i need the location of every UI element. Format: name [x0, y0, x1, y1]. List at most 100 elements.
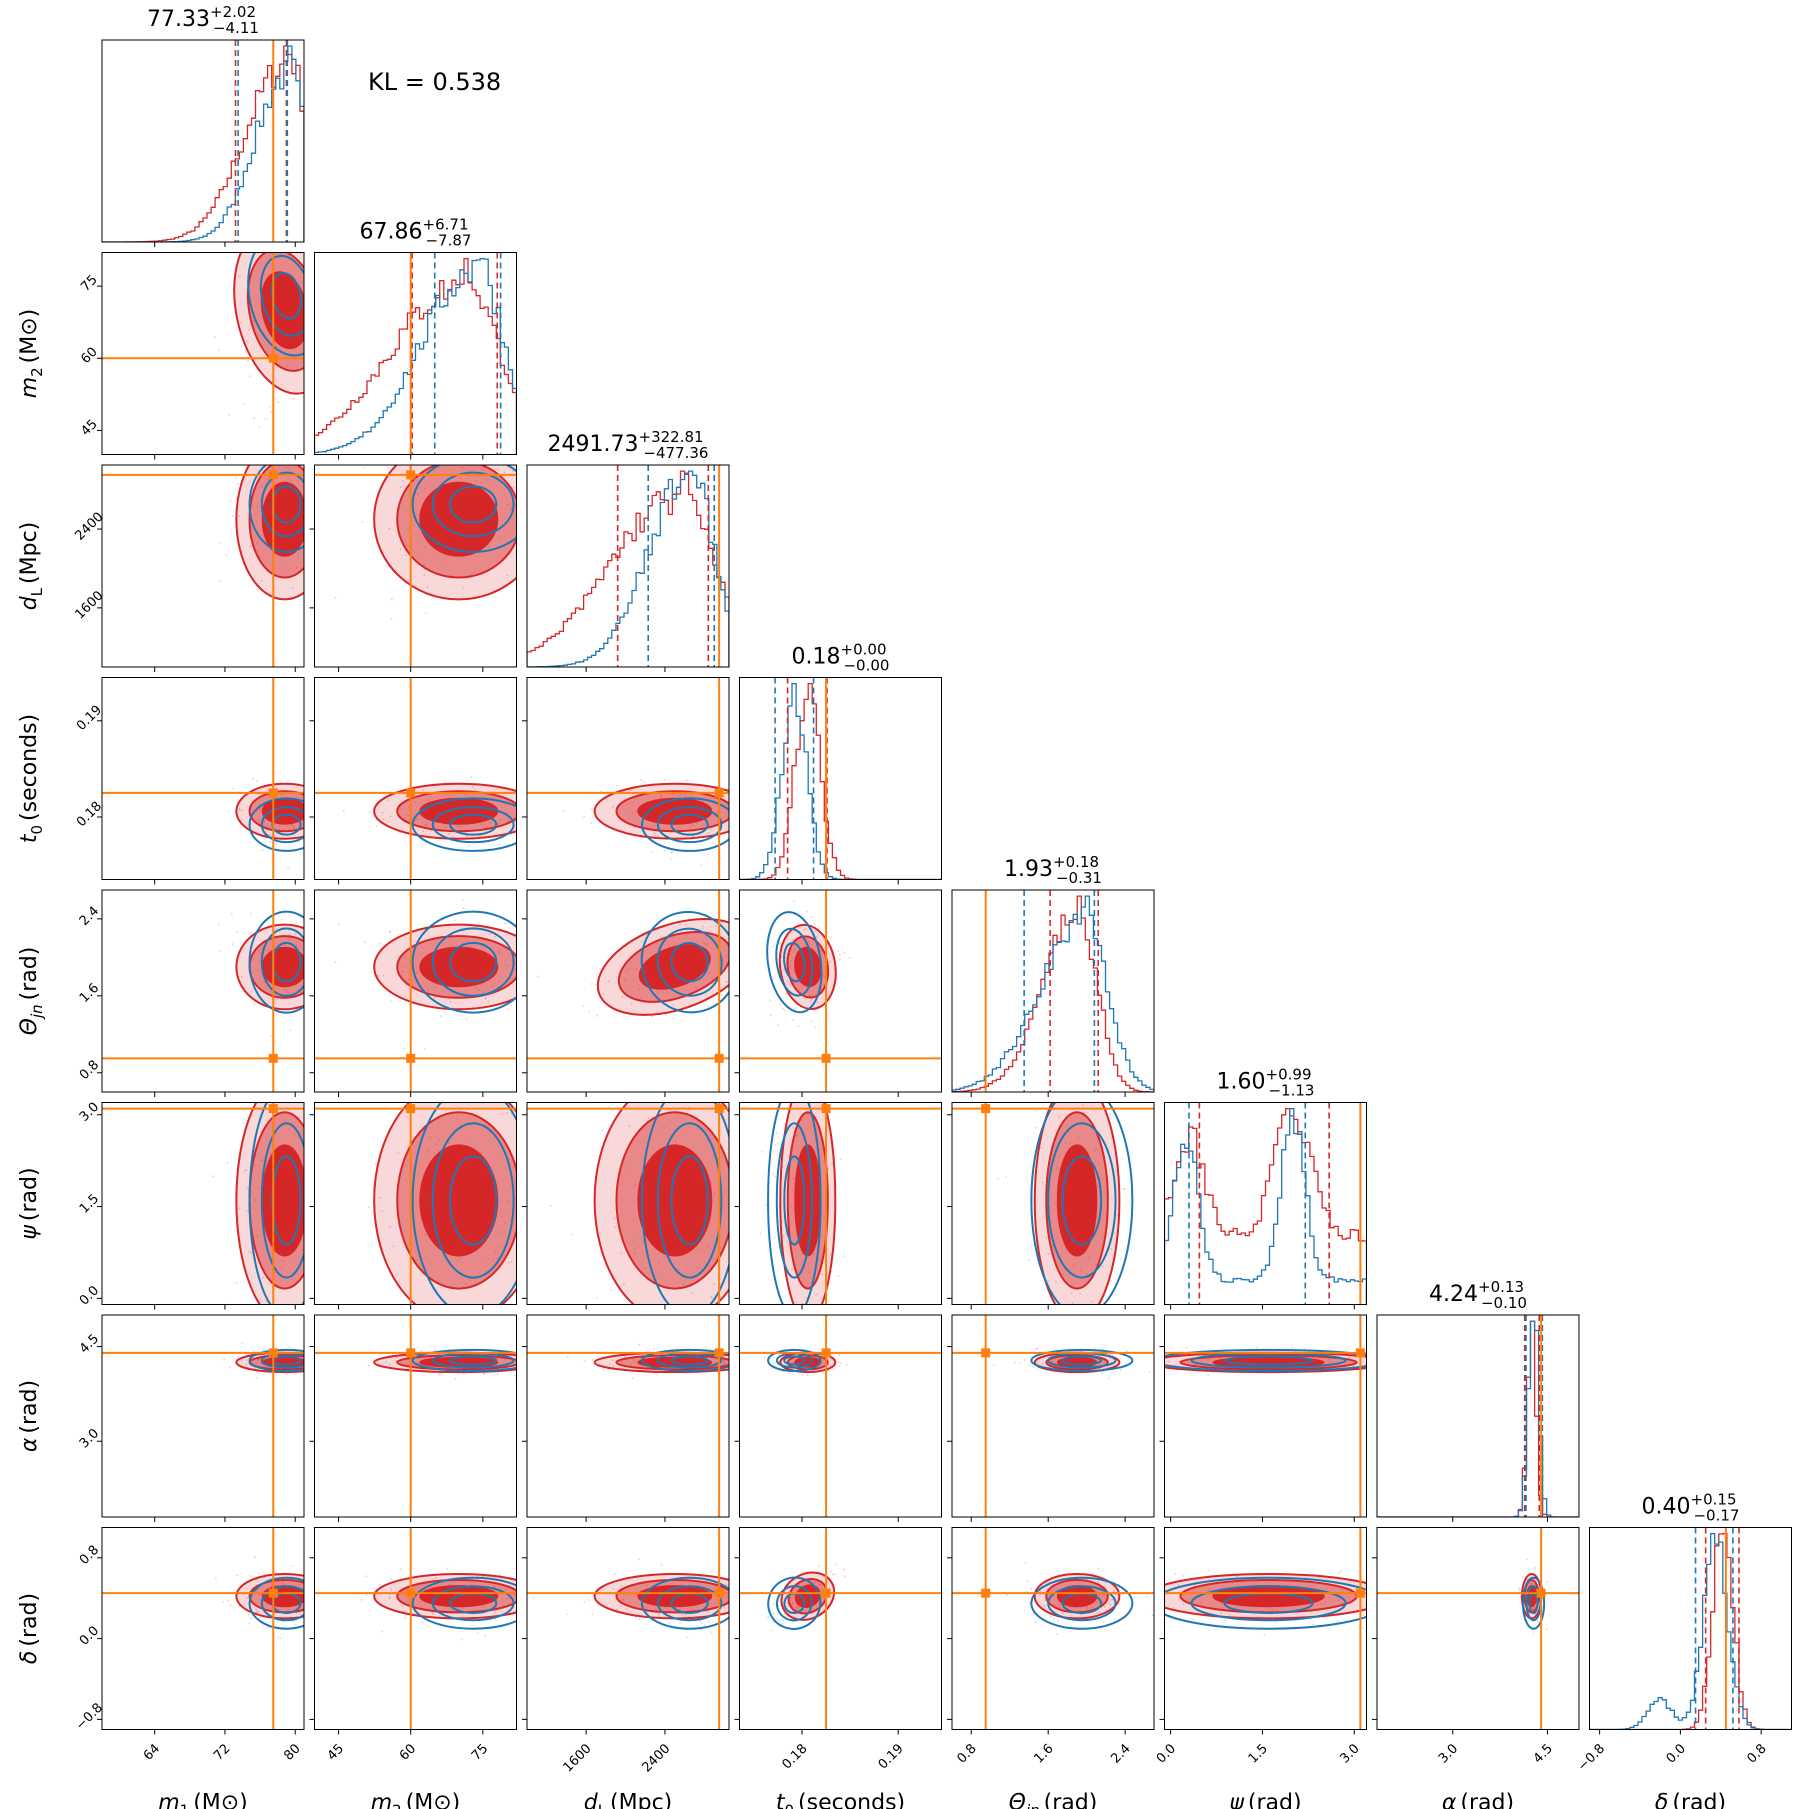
sample-point-b — [607, 980, 610, 983]
sample-point-b — [415, 965, 418, 968]
sample-point-b — [226, 1599, 229, 1602]
axis-unit: (rad) — [1460, 1791, 1514, 1809]
sample-point-b — [752, 964, 754, 966]
panel-frame — [314, 889, 517, 1093]
sample-point-b — [302, 184, 304, 186]
contour-a-level-0 — [766, 911, 823, 1014]
sample-point-b — [218, 542, 221, 544]
sample-point-b — [588, 569, 590, 571]
sample-point-b — [310, 975, 312, 977]
sample-point-b — [845, 1363, 848, 1366]
sample-point-b — [754, 1266, 756, 1268]
sample-point-b — [1079, 1270, 1082, 1272]
sample-point-b — [530, 1368, 532, 1370]
sample-point-a — [1220, 1611, 1222, 1614]
sample-point-b — [236, 1574, 239, 1577]
sample-point-a — [763, 1356, 766, 1359]
axis-unit: (M⊙) — [193, 1791, 248, 1809]
sample-point-b — [712, 1154, 715, 1157]
sample-point-b — [809, 1326, 811, 1328]
sample-point-a — [633, 1248, 636, 1250]
sample-point-b — [1113, 1073, 1115, 1075]
sample-point-b — [669, 1121, 671, 1123]
axis-unit: (rad) — [1248, 1791, 1302, 1809]
panel-frame — [526, 677, 730, 880]
sample-point-b — [792, 1361, 795, 1364]
sample-point-a — [310, 276, 312, 278]
sample-point-b — [382, 818, 385, 820]
x-tick-label-theta_jn: 2.4 — [1108, 1741, 1133, 1766]
sample-point-b — [631, 812, 634, 814]
sample-point-b — [252, 414, 254, 416]
sample-point-a — [813, 1252, 816, 1255]
title-minus: −0.17 — [1693, 1507, 1739, 1525]
sample-point-b — [523, 564, 525, 566]
sample-point-a — [658, 1613, 661, 1616]
title-plus: +0.13 — [1478, 1278, 1524, 1296]
sample-point-a — [433, 485, 435, 488]
sample-point-b — [507, 1200, 509, 1202]
sample-point-b — [312, 437, 314, 439]
sample-point-b — [308, 1611, 310, 1613]
sample-point-b — [327, 495, 329, 497]
sample-point-a — [392, 1245, 395, 1248]
sample-point-b — [293, 1133, 296, 1136]
sample-point-a — [289, 1029, 291, 1032]
sample-point-a — [1056, 1237, 1058, 1239]
sample-point-b — [813, 1582, 815, 1585]
axis-unit: (rad) — [1672, 1791, 1726, 1809]
sample-point-b — [1050, 1360, 1053, 1363]
sample-point-a — [713, 1192, 716, 1195]
sample-point-a — [1528, 1568, 1531, 1571]
contour-b-level-2 — [419, 946, 499, 988]
sample-point-b — [630, 1363, 632, 1366]
sample-point-a — [1533, 1632, 1535, 1635]
sample-point-b — [774, 1143, 777, 1146]
sample-point-b — [723, 1362, 725, 1365]
sample-point-a — [321, 812, 323, 814]
sample-point-b — [297, 553, 300, 556]
sample-point-b — [362, 467, 365, 469]
truth-marker — [981, 1588, 991, 1598]
x-tick-label-m1: 64 — [141, 1741, 163, 1763]
sample-point-b — [749, 1604, 751, 1606]
histogram-panel-m1 — [102, 40, 304, 242]
sample-point-a — [230, 913, 233, 915]
sample-point-b — [1029, 1601, 1031, 1604]
sample-point-b — [1047, 1253, 1050, 1255]
sample-point-b — [591, 1358, 594, 1361]
truth-marker — [406, 1104, 416, 1114]
sample-point-a — [291, 824, 294, 827]
sample-point-b — [624, 971, 627, 973]
sample-point-b — [487, 1258, 489, 1261]
title-value: 0.40 — [1642, 1495, 1691, 1520]
sample-point-b — [493, 1586, 496, 1589]
sample-point-a — [1341, 1602, 1343, 1605]
sample-point-b — [351, 1600, 353, 1602]
panel-frame — [101, 1527, 305, 1730]
sample-point-b — [353, 811, 355, 813]
sample-point-b — [431, 1612, 434, 1615]
sample-point-b — [281, 224, 283, 226]
title-minus: −7.87 — [425, 232, 471, 250]
contour-panel-t0-alpha — [739, 1315, 942, 1517]
sample-point-b — [1518, 1589, 1521, 1592]
sample-point-b — [783, 1613, 786, 1616]
sample-point-a — [429, 1262, 432, 1265]
truth-marker — [406, 1348, 416, 1358]
sample-point-a — [311, 1310, 313, 1312]
contour-a-level-0 — [1164, 1348, 1367, 1373]
sample-point-a — [284, 944, 286, 946]
sample-point-a — [1276, 1608, 1279, 1611]
sample-point-b — [318, 824, 320, 826]
sample-point-a — [775, 1132, 778, 1134]
sample-point-b — [805, 1296, 808, 1299]
sample-point-a — [484, 1634, 487, 1637]
sample-point-b — [256, 506, 259, 509]
sample-point-b — [785, 993, 788, 995]
sample-point-b — [285, 466, 287, 469]
sample-point-b — [364, 940, 366, 943]
contour-a-level-1 — [775, 1585, 813, 1622]
sample-point-b — [263, 986, 265, 988]
